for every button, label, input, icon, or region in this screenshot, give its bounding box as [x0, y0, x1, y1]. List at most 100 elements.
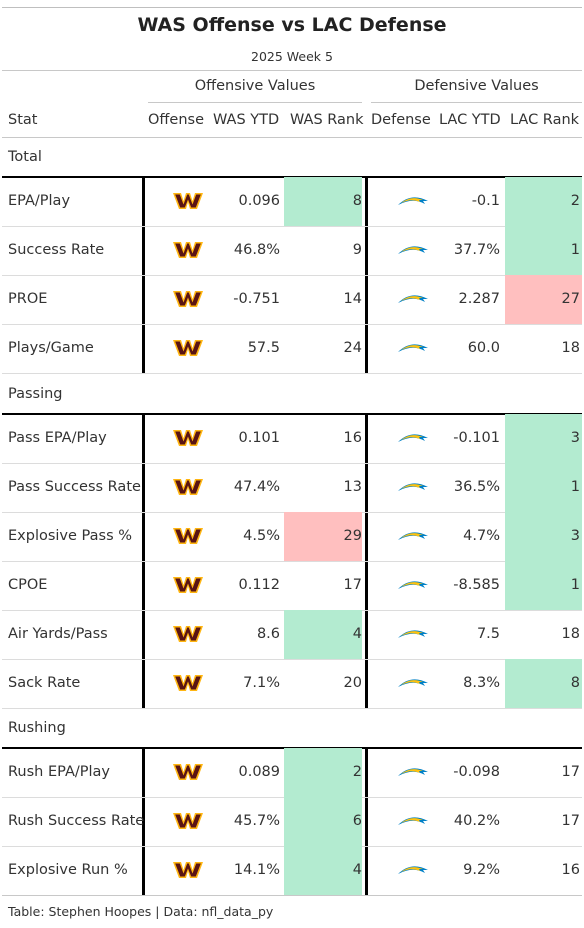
- chargers-bolt-icon: [367, 846, 433, 895]
- commanders-logo-icon: [144, 226, 210, 275]
- lac-ytd-value: 4.7%: [463, 528, 500, 544]
- colhead-rule: [2, 137, 582, 138]
- chargers-bolt-icon: [367, 561, 433, 610]
- was-ytd-value: 8.6: [256, 626, 280, 642]
- lac-ytd-value: 40.2%: [453, 813, 500, 829]
- commanders-logo-icon: [144, 610, 210, 659]
- stat-name: EPA/Play: [8, 193, 71, 209]
- was-rank-value: 29: [343, 528, 362, 544]
- lac-rank-highlight: [505, 659, 582, 708]
- lac-rank-highlight: [505, 463, 582, 512]
- commanders-logo-icon: [144, 846, 210, 895]
- colhead-lac-ytd: LAC YTD: [439, 112, 501, 128]
- chargers-bolt-icon: [367, 414, 433, 463]
- bottom-rule: [2, 895, 582, 896]
- commanders-logo-icon: [144, 463, 210, 512]
- stat-name: Plays/Game: [8, 340, 94, 356]
- lac-ytd-value: 8.3%: [463, 675, 500, 691]
- was-ytd-value: 0.112: [238, 577, 280, 593]
- was-rank-value: 6: [352, 813, 362, 829]
- table-row: Pass Success Rate 47.4% 13 36.5% 1: [2, 463, 582, 513]
- was-ytd-value: -0.751: [233, 291, 280, 307]
- lac-rank-value: 17: [561, 764, 580, 780]
- group-label-rushing: Rushing: [8, 720, 66, 736]
- table-row: EPA/Play 0.096 8 -0.1 2: [2, 177, 582, 227]
- table-row: CPOE 0.112 17 -8.585 1: [2, 561, 582, 611]
- chargers-bolt-icon: [367, 463, 433, 512]
- was-rank-value: 4: [352, 626, 362, 642]
- chargers-bolt-icon: [367, 610, 433, 659]
- offensive-values-spanner: Offensive Values: [194, 78, 316, 94]
- chargers-bolt-icon: [367, 324, 433, 373]
- lac-ytd-value: -8.585: [453, 577, 500, 593]
- lac-rank-value: 1: [570, 577, 580, 593]
- stat-name: Sack Rate: [8, 675, 81, 691]
- defensive-spanner-rule: [371, 102, 582, 103]
- colhead-lac-rank: LAC Rank: [510, 112, 580, 128]
- stat-name: CPOE: [8, 577, 48, 593]
- was-rank-value: 2: [352, 764, 362, 780]
- was-ytd-value: 57.5: [247, 340, 280, 356]
- commanders-logo-icon: [144, 561, 210, 610]
- commanders-logo-icon: [144, 512, 210, 561]
- lac-ytd-value: 36.5%: [453, 479, 500, 495]
- lac-rank-value: 27: [561, 291, 580, 307]
- offensive-spanner-rule: [148, 102, 362, 103]
- group-rule: [2, 413, 582, 415]
- commanders-logo-icon: [144, 797, 210, 846]
- lac-rank-value: 17: [561, 813, 580, 829]
- was-rank-highlight: [284, 177, 362, 226]
- defensive-values-spanner: Defensive Values: [414, 78, 539, 94]
- table-title: WAS Offense vs LAC Defense: [137, 14, 447, 36]
- was-rank-highlight: [284, 610, 362, 659]
- was-rank-highlight: [284, 512, 362, 561]
- was-rank-highlight: [284, 846, 362, 895]
- commanders-logo-icon: [144, 414, 210, 463]
- stat-name: Rush EPA/Play: [8, 764, 110, 780]
- was-ytd-value: 14.1%: [233, 862, 280, 878]
- lac-rank-highlight: [505, 275, 582, 324]
- top-rule: [2, 7, 582, 8]
- lac-rank-value: 18: [561, 626, 580, 642]
- was-ytd-value: 0.096: [238, 193, 280, 209]
- colhead-defense: Defense: [371, 112, 431, 128]
- table-row: Success Rate 46.8% 9 37.7% 1: [2, 226, 582, 276]
- lac-rank-value: 18: [561, 340, 580, 356]
- defense-divider: [365, 748, 368, 895]
- table-row: Explosive Pass % 4.5% 29 4.7% 3: [2, 512, 582, 562]
- stat-name: Air Yards/Pass: [8, 626, 108, 642]
- lac-rank-highlight: [505, 561, 582, 610]
- lac-rank-highlight: [505, 512, 582, 561]
- was-rank-value: 20: [343, 675, 362, 691]
- group-label-passing: Passing: [8, 386, 63, 402]
- stat-name: Explosive Run %: [8, 862, 128, 878]
- table-row: Pass EPA/Play 0.101 16 -0.101 3: [2, 414, 582, 464]
- stat-name: Success Rate: [8, 242, 105, 258]
- was-rank-value: 9: [352, 242, 362, 258]
- lac-rank-value: 3: [570, 528, 580, 544]
- lac-rank-value: 1: [570, 479, 580, 495]
- lac-ytd-value: -0.1: [471, 193, 500, 209]
- colhead-was-rank: WAS Rank: [290, 112, 364, 128]
- source-note: Table: Stephen Hoopes | Data: nfl_data_p…: [8, 904, 274, 919]
- was-ytd-value: 7.1%: [243, 675, 280, 691]
- lac-rank-value: 1: [570, 242, 580, 258]
- lac-ytd-value: 60.0: [467, 340, 500, 356]
- lac-ytd-value: -0.098: [453, 764, 500, 780]
- commanders-logo-icon: [144, 659, 210, 708]
- colhead-offense: Offense: [148, 112, 204, 128]
- was-rank-value: 16: [343, 430, 362, 446]
- chargers-bolt-icon: [367, 748, 433, 797]
- offense-divider: [142, 748, 145, 895]
- was-ytd-value: 47.4%: [233, 479, 280, 495]
- table-row: Explosive Run % 14.1% 4 9.2% 16: [2, 846, 582, 896]
- was-rank-value: 17: [343, 577, 362, 593]
- lac-ytd-value: 37.7%: [453, 242, 500, 258]
- commanders-logo-icon: [144, 275, 210, 324]
- was-rank-highlight: [284, 748, 362, 797]
- was-rank-value: 8: [352, 193, 362, 209]
- table-row: Rush EPA/Play 0.089 2 -0.098 17: [2, 748, 582, 798]
- group-label-total: Total: [8, 149, 42, 165]
- was-rank-highlight: [284, 797, 362, 846]
